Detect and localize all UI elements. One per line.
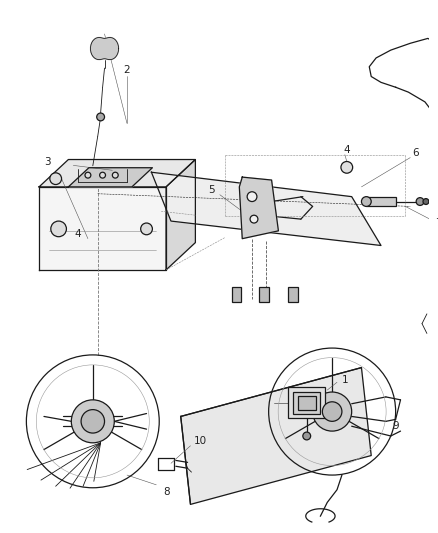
Circle shape: [81, 410, 104, 433]
Polygon shape: [68, 168, 152, 187]
Text: 5: 5: [208, 185, 215, 195]
Circle shape: [250, 215, 257, 223]
Circle shape: [71, 400, 114, 443]
Bar: [258, 287, 268, 302]
Polygon shape: [90, 37, 118, 60]
Circle shape: [340, 161, 352, 173]
Circle shape: [247, 192, 256, 201]
Bar: [231, 287, 241, 302]
Text: 4: 4: [343, 145, 350, 155]
Circle shape: [312, 392, 351, 431]
Circle shape: [422, 199, 428, 205]
Bar: [365, 197, 395, 206]
Circle shape: [415, 198, 423, 205]
Polygon shape: [39, 159, 195, 187]
Circle shape: [302, 432, 310, 440]
Text: 1: 1: [341, 375, 347, 385]
Circle shape: [140, 223, 152, 235]
Circle shape: [96, 113, 104, 121]
Bar: [287, 387, 325, 418]
Polygon shape: [180, 368, 371, 504]
Polygon shape: [151, 172, 380, 246]
Circle shape: [321, 402, 341, 421]
Text: 2: 2: [124, 64, 130, 75]
Circle shape: [85, 172, 91, 178]
Bar: [297, 396, 315, 410]
Circle shape: [99, 172, 105, 178]
Polygon shape: [239, 177, 278, 239]
Polygon shape: [166, 159, 195, 270]
Bar: [287, 287, 297, 302]
Text: 3: 3: [44, 157, 50, 167]
Text: 8: 8: [162, 487, 169, 497]
Circle shape: [51, 221, 66, 237]
Polygon shape: [39, 187, 166, 270]
Text: 9: 9: [392, 421, 398, 431]
Text: 7: 7: [434, 218, 438, 228]
Circle shape: [49, 173, 61, 184]
Circle shape: [360, 197, 371, 206]
Text: 4: 4: [74, 229, 81, 239]
Text: 6: 6: [411, 148, 417, 158]
Bar: [293, 392, 320, 414]
Text: 10: 10: [193, 436, 206, 446]
Circle shape: [112, 172, 118, 178]
